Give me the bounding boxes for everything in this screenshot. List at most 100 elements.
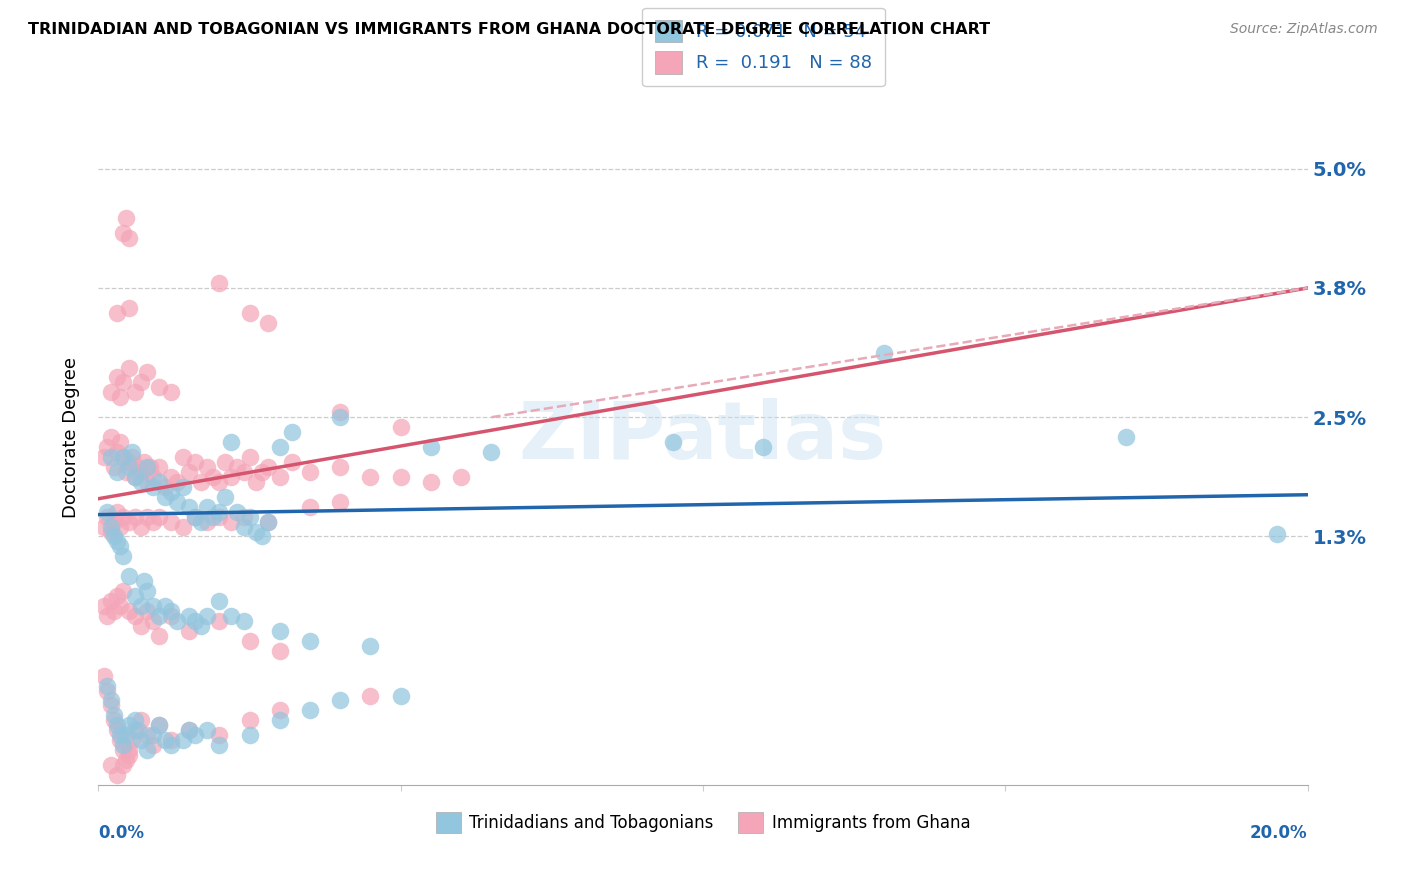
Point	[269, 470, 291, 484]
Point	[148, 609, 170, 624]
Point	[269, 440, 291, 454]
Point	[184, 509, 207, 524]
Point	[299, 633, 322, 648]
Point	[329, 459, 352, 474]
Text: 0.0%: 0.0%	[98, 824, 145, 842]
Point	[93, 450, 115, 464]
Point	[129, 733, 152, 747]
Point	[105, 370, 128, 384]
Point	[93, 599, 115, 613]
Point	[179, 723, 201, 738]
Point	[114, 753, 136, 767]
Y-axis label: Doctorate Degree: Doctorate Degree	[62, 357, 80, 517]
Point	[281, 425, 304, 439]
Point	[172, 519, 194, 533]
Point	[108, 390, 131, 404]
Point	[208, 614, 231, 628]
Point	[108, 435, 131, 450]
Point	[160, 604, 183, 618]
Point	[221, 515, 243, 529]
Point	[132, 574, 155, 589]
Point	[96, 440, 118, 454]
Point	[118, 301, 141, 315]
Point	[103, 708, 125, 723]
Point	[100, 698, 122, 713]
Point	[190, 515, 212, 529]
Point	[160, 609, 183, 624]
Point	[148, 380, 170, 394]
Point	[269, 703, 291, 717]
Point	[100, 758, 122, 772]
Point	[208, 475, 231, 489]
Point	[108, 728, 131, 742]
Point	[208, 509, 231, 524]
Point	[96, 505, 118, 519]
Point	[202, 470, 225, 484]
Point	[139, 459, 162, 474]
Point	[160, 738, 183, 752]
Point	[118, 743, 141, 757]
Point	[148, 718, 170, 732]
Point	[184, 614, 207, 628]
Point	[172, 450, 194, 464]
Point	[389, 470, 412, 484]
Point	[132, 455, 155, 469]
Point	[118, 604, 141, 618]
Point	[103, 515, 125, 529]
Point	[121, 450, 143, 464]
Point	[420, 440, 443, 454]
Legend: Trinidadians and Tobagonians, Immigrants from Ghana: Trinidadians and Tobagonians, Immigrants…	[429, 805, 977, 839]
Point	[195, 459, 218, 474]
Point	[124, 589, 146, 603]
Text: 20.0%: 20.0%	[1250, 824, 1308, 842]
Point	[389, 420, 412, 434]
Point	[752, 440, 775, 454]
Point	[250, 529, 273, 543]
Point	[111, 376, 134, 390]
Point	[256, 459, 278, 474]
Point	[142, 614, 165, 628]
Point	[103, 529, 125, 543]
Point	[202, 509, 225, 524]
Point	[179, 723, 201, 738]
Point	[124, 470, 146, 484]
Point	[873, 345, 896, 359]
Point	[195, 723, 218, 738]
Point	[124, 509, 146, 524]
Point	[239, 306, 262, 320]
Point	[481, 445, 503, 459]
Point	[111, 450, 134, 464]
Point	[111, 549, 134, 564]
Text: ZIPatlas: ZIPatlas	[519, 398, 887, 476]
Point	[111, 227, 134, 241]
Point	[281, 455, 304, 469]
Point	[299, 500, 322, 514]
Point	[124, 385, 146, 400]
Point	[114, 465, 136, 479]
Point	[105, 505, 128, 519]
Point	[153, 480, 176, 494]
Point	[389, 689, 412, 703]
Point	[118, 718, 141, 732]
Point	[96, 509, 118, 524]
Point	[142, 728, 165, 742]
Point	[184, 728, 207, 742]
Point	[250, 465, 273, 479]
Point	[256, 515, 278, 529]
Point	[239, 633, 262, 648]
Point	[114, 211, 136, 226]
Point	[232, 509, 254, 524]
Point	[148, 509, 170, 524]
Point	[105, 589, 128, 603]
Point	[118, 515, 141, 529]
Point	[142, 515, 165, 529]
Point	[100, 430, 122, 444]
Point	[195, 609, 218, 624]
Point	[221, 609, 243, 624]
Point	[239, 509, 262, 524]
Point	[135, 604, 157, 618]
Text: Source: ZipAtlas.com: Source: ZipAtlas.com	[1230, 22, 1378, 37]
Point	[111, 450, 134, 464]
Point	[135, 459, 157, 474]
Point	[129, 599, 152, 613]
